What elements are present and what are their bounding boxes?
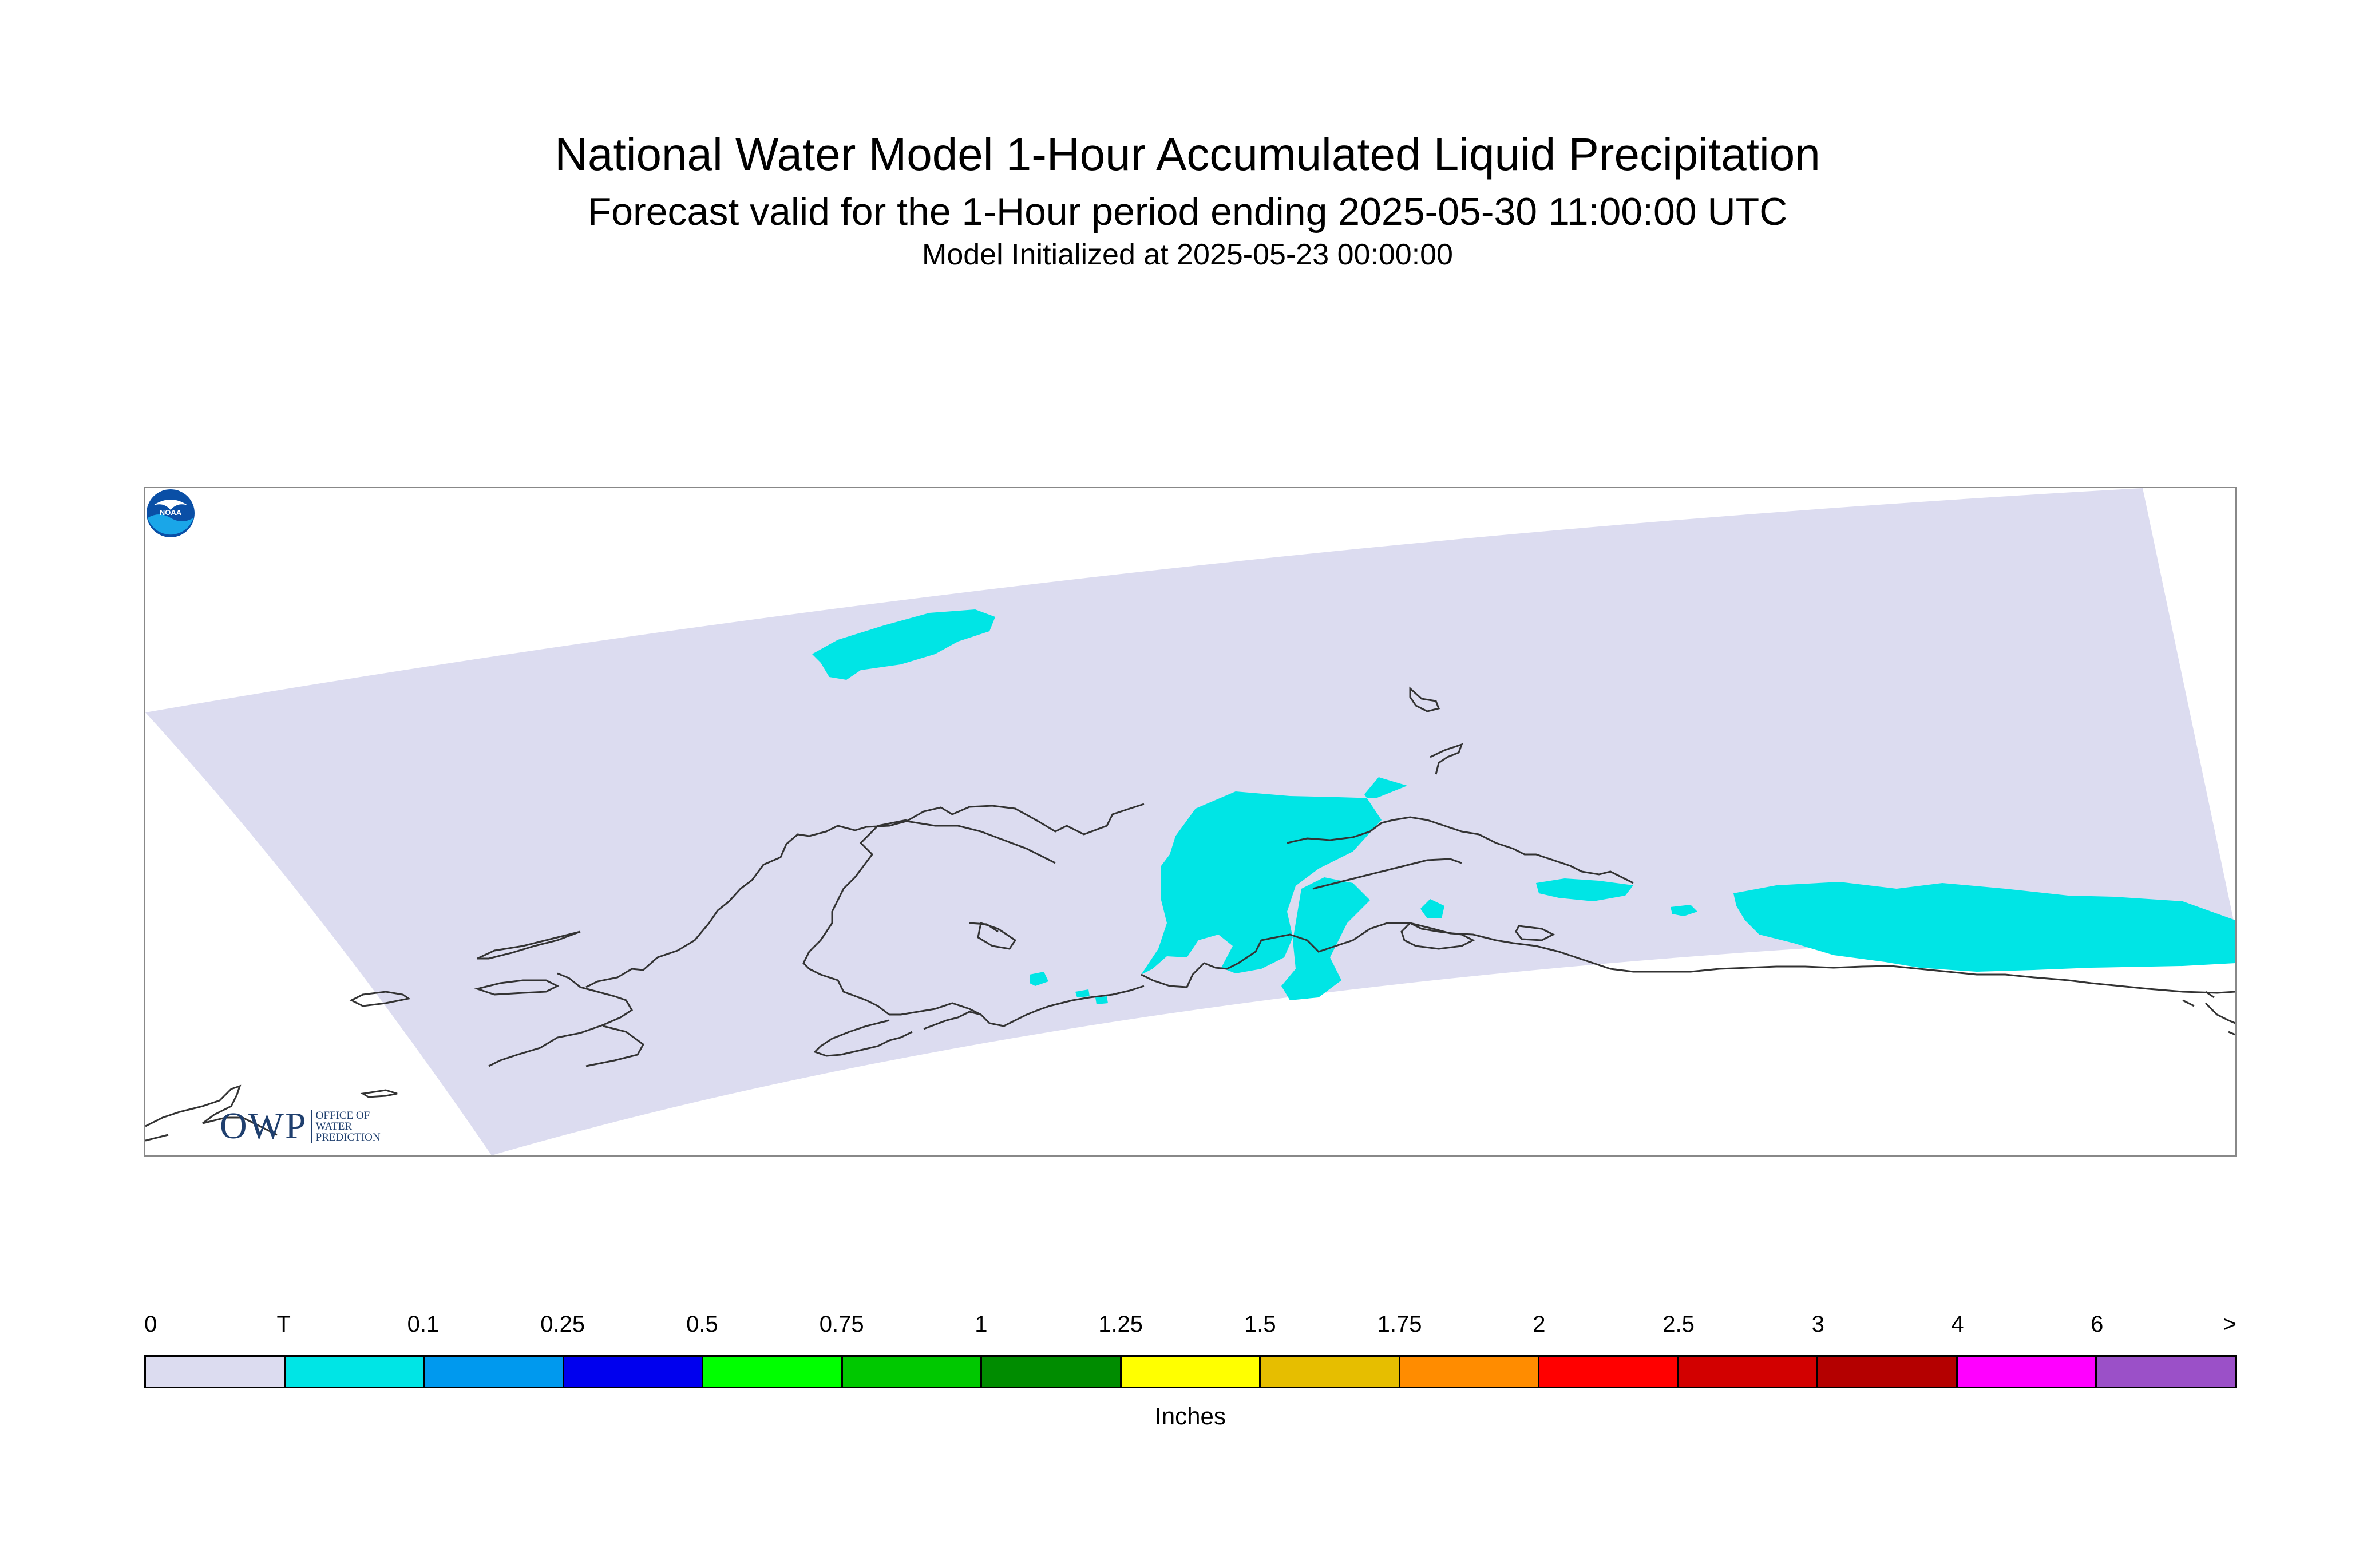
- legend-swatch: [1119, 1357, 1260, 1387]
- coastline-interior: [802, 819, 1056, 1016]
- legend-tick-label: T: [276, 1312, 291, 1337]
- color-legend: 0 T 0.1 0.25 0.5 0.75 1 1.25 1.5 1.75 2 2.5 3 4 6 > Inc…: [144, 1310, 2237, 1430]
- precipitation-map: OWP OFFICE OF WATER PREDICTION NOAA: [144, 487, 2237, 1157]
- legend-swatch: [1398, 1357, 1538, 1387]
- legend-swatch: [146, 1357, 284, 1387]
- legend-tick-label: 4: [1951, 1312, 1964, 1337]
- coastline-southwest: [488, 972, 644, 1067]
- legend-swatch: [2095, 1357, 2235, 1387]
- precip-area-small-2: [1030, 972, 1108, 1004]
- legend-swatch: [423, 1357, 563, 1387]
- legend-tick-label: 1.5: [1244, 1312, 1276, 1337]
- model-initialized-line: Model Initialized at 2025-05-23 00:00:00: [922, 238, 1453, 271]
- legend-color-bar: [144, 1355, 2237, 1388]
- coastline-southeast: [2182, 991, 2235, 1036]
- legend-swatch: [562, 1357, 702, 1387]
- legend-swatch: [841, 1357, 981, 1387]
- coastline-chukotka: [349, 930, 581, 1098]
- owp-logo: OWP OFFICE OF WATER PREDICTION: [220, 1106, 381, 1146]
- legend-tick-label: 2: [1533, 1312, 1546, 1337]
- legend-tick-label: 0.25: [540, 1312, 585, 1337]
- legend-tick-label: 1: [975, 1312, 988, 1337]
- legend-tick-label: 0.5: [686, 1312, 718, 1337]
- coastline-aleutian-east: [1141, 922, 2235, 994]
- legend-tick-label: 1.75: [1377, 1312, 1422, 1337]
- legend-swatch: [980, 1357, 1120, 1387]
- owp-logo-separator: [310, 1110, 312, 1143]
- legend-swatch: [1538, 1357, 1677, 1387]
- forecast-valid-subtitle: Forecast valid for the 1-Hour period end…: [587, 190, 1788, 233]
- coastline-western-peninsula: [585, 803, 1145, 988]
- legend-tick-label: >: [2223, 1312, 2237, 1337]
- precip-area-small-1: [1671, 905, 1697, 916]
- owp-logo-line-2: WATER: [315, 1120, 352, 1133]
- legend-tick-label: 1.25: [1098, 1312, 1143, 1337]
- owp-logo-line-1: OFFICE OF: [315, 1109, 370, 1122]
- precipitation-areas: [812, 609, 2235, 1004]
- precip-area-east: [1733, 882, 2235, 972]
- noaa-logo-text: NOAA: [160, 508, 182, 517]
- legend-swatch: [1956, 1357, 2096, 1387]
- legend-swatch: [1816, 1357, 1956, 1387]
- precip-area-central: [1141, 777, 1444, 1000]
- owp-logo-line-3: PREDICTION: [315, 1131, 381, 1143]
- legend-swatch: [1677, 1357, 1817, 1387]
- legend-tick-label: 0.1: [407, 1312, 440, 1337]
- legend-tick-label: 3: [1811, 1312, 1824, 1337]
- map-canvas: [145, 488, 2235, 1155]
- legend-tick-label: 2.5: [1662, 1312, 1695, 1337]
- precip-area-south-coast: [1536, 878, 1633, 901]
- coastline-arctic-small: [1409, 686, 1463, 775]
- legend-tick-label: 0.75: [819, 1312, 864, 1337]
- map-title: National Water Model 1-Hour Accumulated …: [555, 129, 1820, 180]
- coastline-kenai: [1287, 816, 1634, 890]
- coastline-islands: [969, 922, 1555, 950]
- owp-logo-subtitle: OFFICE OF WATER PREDICTION: [316, 1110, 381, 1143]
- legend-tick-label: 6: [2091, 1312, 2104, 1337]
- precip-area-north: [812, 609, 995, 680]
- legend-swatch: [283, 1357, 423, 1387]
- legend-swatch: [1259, 1357, 1399, 1387]
- legend-tick-label: 0: [144, 1312, 157, 1337]
- coastlines: [145, 686, 2235, 1142]
- legend-swatch: [702, 1357, 841, 1387]
- coastline-bristol-bay: [813, 985, 1145, 1057]
- coastline-russia-left: [145, 1084, 278, 1142]
- legend-units-label: Inches: [1155, 1403, 1226, 1430]
- noaa-emblem-icon: NOAA: [147, 489, 195, 537]
- owp-logo-letters: OWP: [220, 1105, 307, 1147]
